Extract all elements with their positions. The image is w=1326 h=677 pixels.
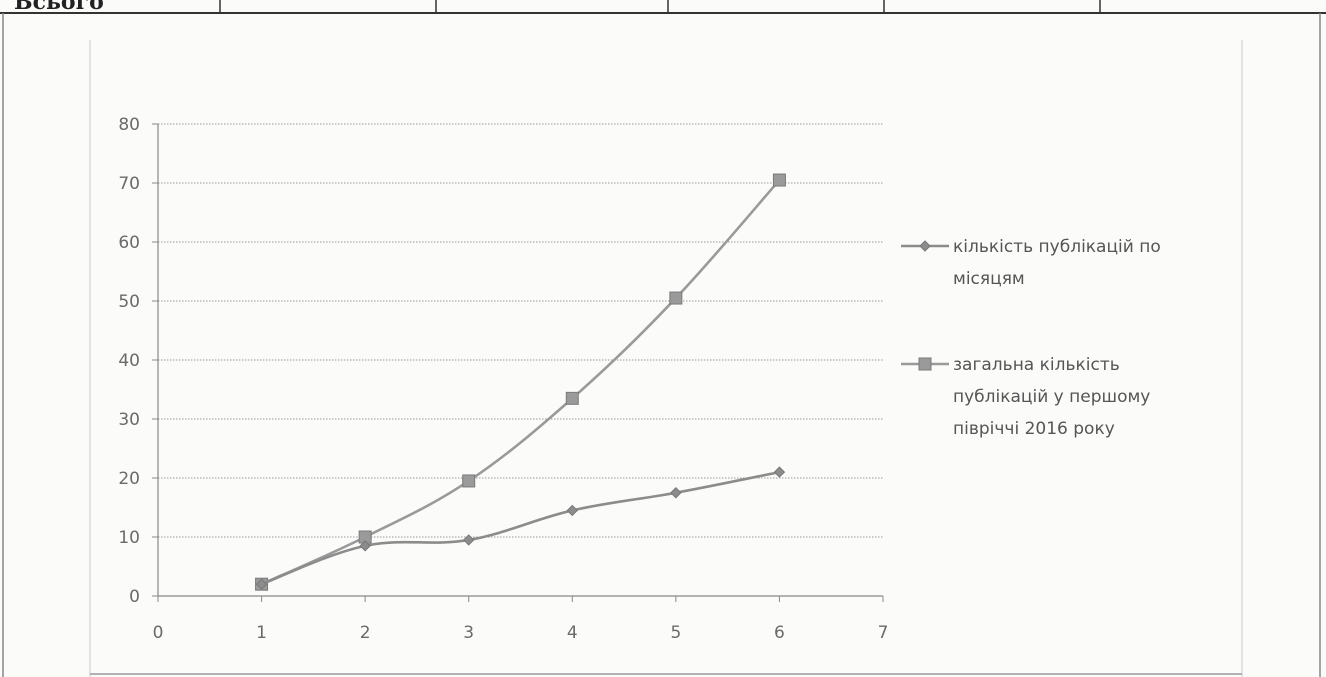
y-tick-label: 70 [118, 174, 140, 194]
legend: кількість публікацій по місяцям загальна к… [901, 237, 1161, 439]
x-tick-label: 4 [567, 623, 578, 643]
data-point [359, 540, 371, 552]
data-point [463, 534, 475, 546]
x-tick-label: 3 [463, 623, 474, 643]
table-fragment: Всього [0, 0, 1326, 15]
data-point [566, 504, 578, 517]
legend-label: публікацій у першому [953, 387, 1150, 407]
y-tick-label: 80 [118, 115, 140, 135]
data-point [255, 578, 268, 590]
y-tick-label: 30 [118, 410, 140, 430]
legend-label: місяцям [953, 269, 1025, 289]
y-tick-label: 60 [118, 233, 140, 253]
x-tick-label: 5 [670, 623, 681, 643]
data-point [669, 291, 683, 305]
series-cumulative [255, 173, 786, 591]
legend-label: кількість публікацій по [953, 237, 1161, 257]
legend-label: півріччі 2016 року [953, 419, 1115, 439]
x-tick-label: 7 [878, 623, 889, 643]
y-axis-ticks: 0 10 20 30 40 50 60 70 80 [118, 115, 158, 607]
table-row-label: Всього [14, 0, 104, 15]
x-tick-label: 6 [774, 623, 785, 643]
data-point [565, 391, 579, 405]
y-tick-label: 0 [129, 587, 140, 607]
x-tick-label: 0 [153, 623, 164, 643]
series-line [261, 470, 780, 586]
y-tick-label: 20 [118, 469, 140, 489]
legend-label: загальна кількість [953, 355, 1120, 375]
legend-entry: кількість публікацій по місяцям [901, 237, 1161, 289]
x-axis-ticks: 0 1 2 3 4 5 6 7 [153, 596, 889, 643]
data-point [670, 487, 682, 499]
series-monthly [255, 466, 786, 590]
x-tick-label: 1 [256, 623, 267, 643]
series-layer [255, 173, 786, 591]
y-tick-label: 50 [118, 292, 140, 312]
y-tick-label: 10 [118, 528, 140, 548]
legend-entry: загальна кількість публікацій у першому пі… [901, 355, 1150, 439]
data-point [772, 173, 786, 187]
x-tick-label: 2 [360, 623, 371, 643]
data-point [462, 474, 476, 488]
y-tick-label: 40 [118, 351, 140, 371]
series-line [261, 179, 781, 586]
legend-swatch-marker [918, 357, 932, 371]
legend-swatch-marker [919, 240, 931, 252]
data-point [773, 466, 786, 478]
gridlines [158, 123, 883, 538]
